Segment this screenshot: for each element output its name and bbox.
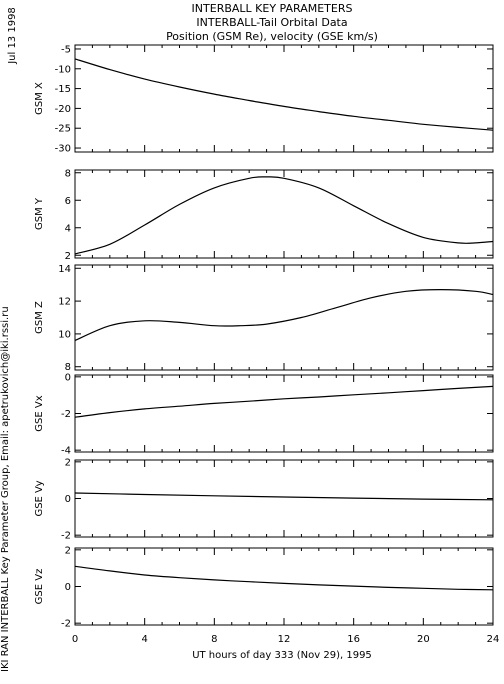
y-tick-label: 2 bbox=[65, 545, 71, 556]
header-line-3: Position (GSM Re), velocity (GSE km/s) bbox=[166, 30, 378, 43]
x-tick-label: 20 bbox=[417, 634, 430, 645]
y-tick-label: -2 bbox=[61, 409, 71, 420]
y-tick-label: -25 bbox=[55, 124, 71, 135]
series-line bbox=[74, 492, 494, 501]
y-tick-label: 6 bbox=[65, 196, 71, 207]
header-line-1: INTERBALL KEY PARAMETERS bbox=[191, 2, 353, 15]
y-tick-label: 12 bbox=[58, 297, 71, 308]
y-tick-label: 8 bbox=[65, 168, 71, 179]
series-line bbox=[74, 565, 494, 591]
x-tick-label: 24 bbox=[487, 634, 500, 645]
y-tick-label: -2 bbox=[61, 619, 71, 630]
header-line-2: INTERBALL-Tail Orbital Data bbox=[196, 16, 348, 29]
panel-frame bbox=[74, 374, 494, 453]
chart-header: INTERBALL KEY PARAMETERS INTERBALL-Tail … bbox=[0, 2, 504, 44]
y-axis-label: GSE Vx bbox=[34, 395, 45, 431]
series-line bbox=[74, 385, 494, 418]
y-tick-label: -20 bbox=[55, 104, 71, 115]
series-line bbox=[74, 58, 494, 131]
panel-frame bbox=[74, 169, 494, 259]
y-axis-label: GSE Vy bbox=[34, 480, 45, 516]
x-tick-label: 8 bbox=[211, 634, 217, 645]
y-axis-label: GSM Z bbox=[34, 301, 45, 334]
panel-frame bbox=[74, 44, 494, 153]
y-axis-label: GSE Vz bbox=[34, 569, 45, 605]
y-tick-label: 14 bbox=[58, 264, 71, 275]
y-tick-label: -15 bbox=[55, 84, 71, 95]
x-axis-label: UT hours of day 333 (Nov 29), 1995 bbox=[192, 650, 372, 661]
x-tick-label: 16 bbox=[347, 634, 360, 645]
y-tick-label: -30 bbox=[55, 144, 71, 155]
y-tick-label: -2 bbox=[61, 531, 71, 542]
y-tick-label: 2 bbox=[65, 457, 71, 468]
x-tick-label: 4 bbox=[141, 634, 147, 645]
y-tick-label: -10 bbox=[55, 64, 71, 75]
x-tick-label: 0 bbox=[72, 634, 78, 645]
panel-frame bbox=[74, 459, 494, 538]
y-tick-label: 4 bbox=[65, 223, 71, 234]
x-tick-label: 12 bbox=[278, 634, 291, 645]
y-tick-label: 0 bbox=[65, 582, 71, 593]
panel-frame bbox=[74, 547, 494, 626]
panel-frame bbox=[74, 264, 494, 371]
y-tick-label: 10 bbox=[58, 329, 71, 340]
y-tick-label: 0 bbox=[65, 494, 71, 505]
y-axis-label: GSM X bbox=[34, 82, 45, 115]
series-line bbox=[74, 288, 494, 342]
y-tick-label: -4 bbox=[61, 446, 71, 457]
y-tick-label: 8 bbox=[65, 362, 71, 373]
y-axis-label: GSM Y bbox=[34, 197, 45, 230]
y-tick-label: 0 bbox=[65, 372, 71, 383]
series-line bbox=[74, 176, 494, 255]
y-tick-label: 2 bbox=[65, 251, 71, 262]
y-tick-label: -5 bbox=[61, 44, 71, 55]
